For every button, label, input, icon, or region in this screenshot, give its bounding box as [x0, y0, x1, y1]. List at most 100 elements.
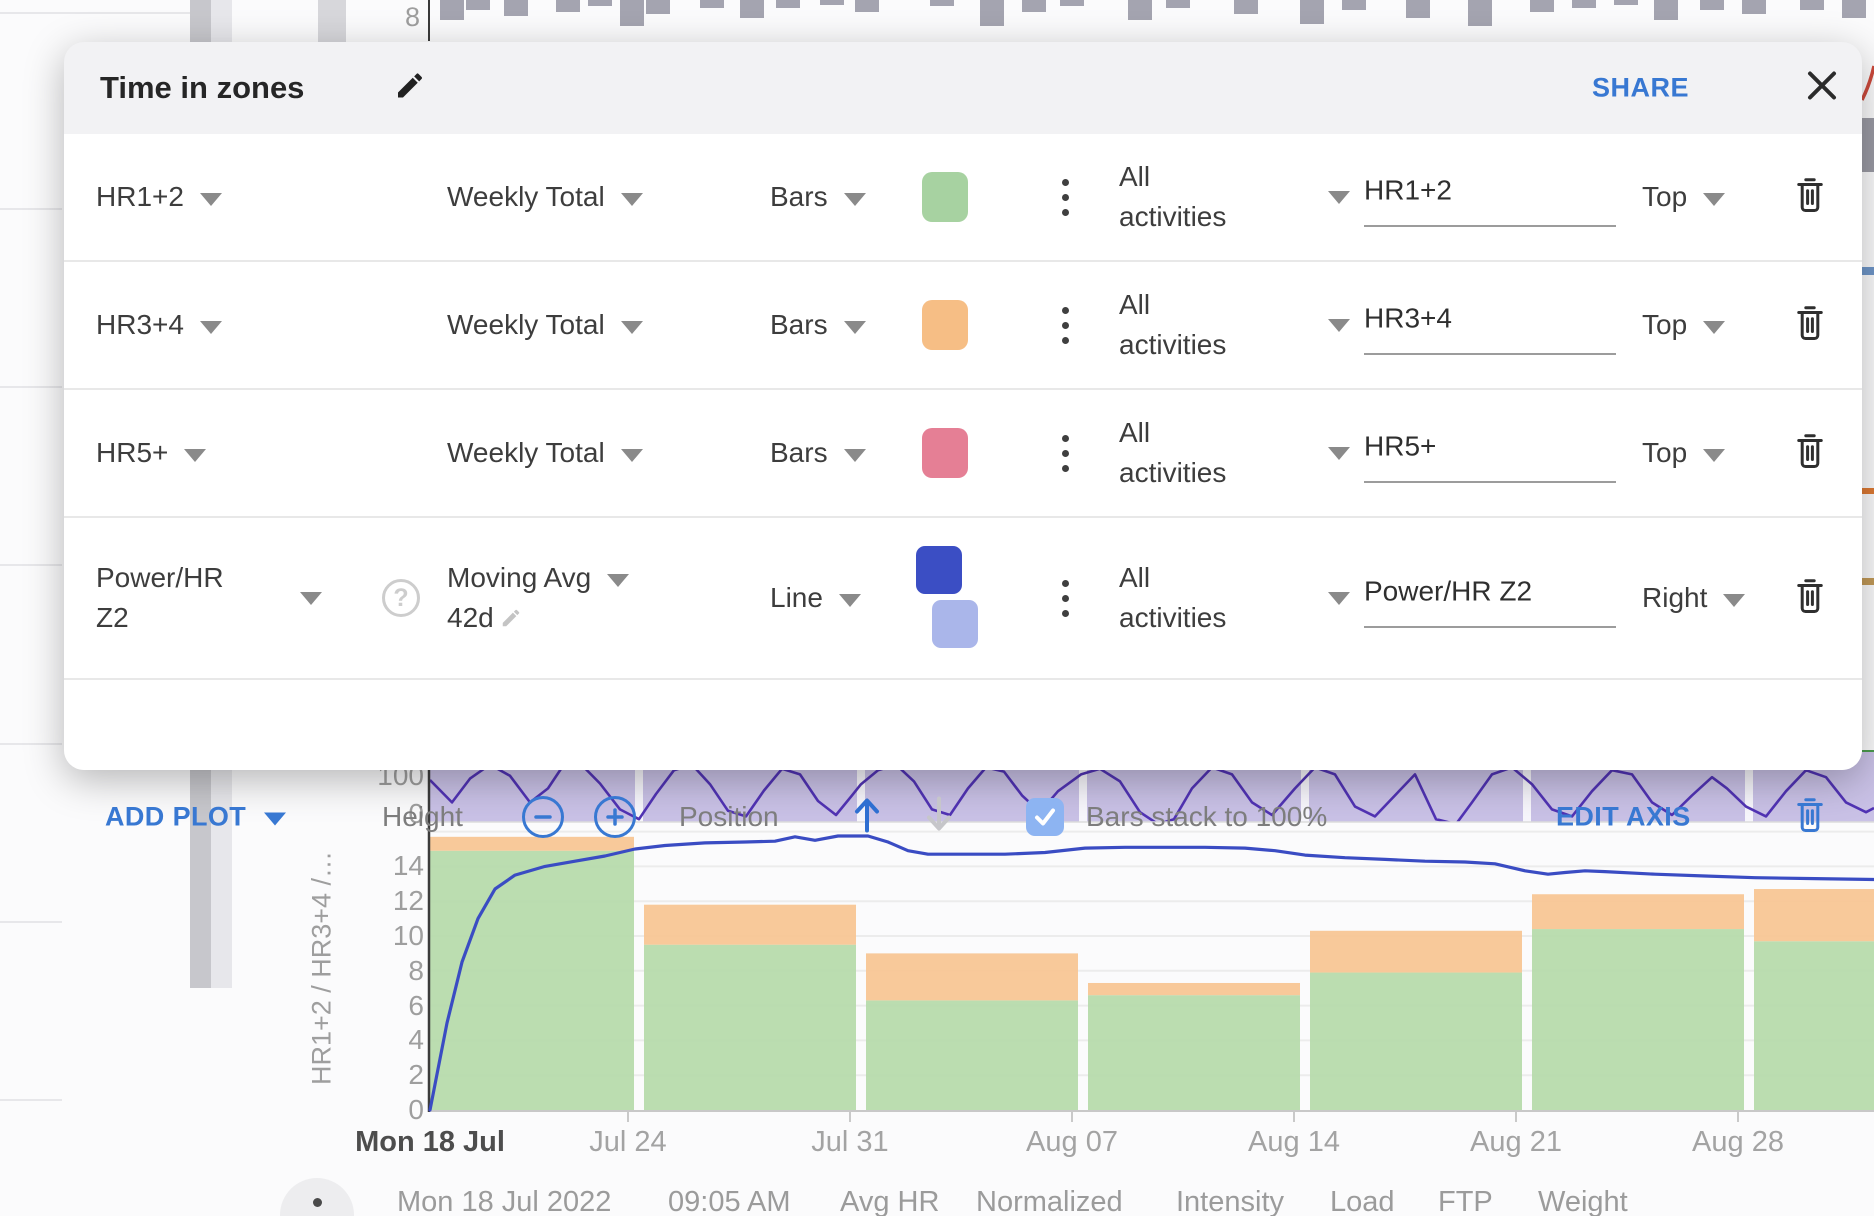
color-swatch[interactable] — [922, 428, 968, 478]
bg-mini-chart-axis — [428, 0, 430, 41]
plot-name-input[interactable]: Power/HR Z2 — [1364, 575, 1533, 607]
metric-dropdown[interactable]: HR5+ — [96, 390, 207, 516]
bg-mini-bar — [466, 0, 490, 10]
activities-filter-dropdown[interactable]: All activities — [1119, 417, 1227, 488]
plot-row: HR5+ Weekly Total Bars All activities HR… — [64, 390, 1862, 518]
activities-filter-dropdown[interactable]: All activities — [1119, 562, 1227, 633]
y-tick-label: 8 — [408, 954, 424, 986]
bar-hr34[interactable] — [1310, 930, 1522, 973]
bg-mini-bar — [1842, 0, 1866, 18]
x-tick-label: Aug 21 — [1470, 1126, 1562, 1158]
bar-hr34[interactable] — [1088, 982, 1300, 996]
bar-hr12[interactable] — [1754, 941, 1874, 1110]
height-increase-button[interactable] — [594, 796, 636, 838]
chevron-down-icon — [264, 812, 287, 826]
bar-hr12[interactable] — [430, 850, 634, 1110]
y-tick-label: 10 — [392, 920, 424, 951]
bg-mini-bar — [1128, 0, 1152, 20]
aggregate-dropdown[interactable]: Weekly Total — [447, 134, 643, 260]
more-options-icon[interactable] — [1062, 390, 1069, 516]
metric-dropdown[interactable]: HR1+2 — [96, 134, 222, 260]
axis-dropdown[interactable]: Right — [1642, 518, 1746, 678]
dialog-footer: ADD PLOT Height Position — [64, 772, 1862, 862]
delete-plot-icon[interactable] — [1792, 431, 1828, 476]
bar-hr12[interactable] — [1088, 995, 1300, 1110]
x-tick-label: Jul 31 — [811, 1126, 889, 1158]
metric-dropdown[interactable]: Power/HR Z2 — [96, 562, 224, 633]
bg-mini-bar — [700, 0, 724, 8]
plot-style-dropdown[interactable]: Line — [770, 518, 861, 678]
chevron-down-icon — [1723, 593, 1746, 607]
edit-axis-button[interactable]: EDIT AXIS — [1556, 801, 1691, 832]
chevron-down-icon — [300, 592, 322, 605]
bg-mini-bar — [646, 0, 670, 14]
axis-dropdown[interactable]: Top — [1642, 262, 1726, 388]
edit-window-icon[interactable] — [500, 607, 522, 629]
delete-plot-icon[interactable] — [1792, 576, 1828, 621]
plot-style-dropdown[interactable]: Bars — [770, 390, 866, 516]
axis-dropdown[interactable]: Top — [1642, 134, 1726, 260]
plot-style-dropdown[interactable]: Bars — [770, 262, 866, 388]
plot-row: Power/HR Z2 Moving Avg 42d Line All activ… — [64, 518, 1862, 680]
dialog-header: Time in zones SHARE — [64, 42, 1862, 134]
info-dot — [313, 1198, 322, 1207]
bar-hr34[interactable] — [1754, 889, 1874, 942]
bg-mini-bar — [1742, 0, 1766, 14]
height-decrease-button[interactable] — [522, 796, 564, 838]
bar-hr34[interactable] — [430, 836, 634, 851]
activity-summary-item: Weight — [1538, 1186, 1628, 1216]
bar-hr12[interactable] — [644, 944, 856, 1110]
bar-hr12[interactable] — [1310, 972, 1522, 1110]
x-tick-label: Aug 07 — [1026, 1126, 1118, 1158]
moving-avg-window[interactable]: 42d — [447, 602, 494, 633]
more-options-icon[interactable] — [1062, 262, 1069, 388]
chevron-down-icon — [1703, 320, 1726, 334]
bar-hr12[interactable] — [866, 1000, 1078, 1110]
bg-mini-bar — [1468, 0, 1492, 26]
bg-mini-bar — [1614, 0, 1638, 5]
bar-hr34[interactable] — [1532, 894, 1744, 930]
more-options-icon[interactable] — [1062, 518, 1069, 678]
color-swatch-primary[interactable] — [916, 546, 962, 594]
activities-filter-dropdown[interactable]: All activities — [1119, 289, 1227, 360]
input-underline — [1364, 481, 1616, 483]
activities-filter-dropdown[interactable]: All activities — [1119, 161, 1227, 232]
bar-hr12[interactable] — [1532, 929, 1744, 1110]
share-button[interactable]: SHARE — [1592, 72, 1690, 103]
bars-stack-checkbox[interactable] — [1026, 798, 1064, 836]
aggregate-dropdown[interactable]: Moving Avg 42d — [447, 518, 630, 678]
bg-gridline — [0, 1099, 62, 1101]
aggregate-dropdown[interactable]: Weekly Total — [447, 390, 643, 516]
move-down-icon[interactable] — [922, 795, 956, 840]
axis-dropdown[interactable]: Top — [1642, 390, 1726, 516]
delete-axis-icon[interactable] — [1792, 795, 1828, 840]
edit-title-icon[interactable] — [394, 70, 426, 107]
color-swatch[interactable] — [922, 300, 968, 350]
bg-mini-bar — [1060, 0, 1084, 6]
bg-mini-bar — [588, 0, 612, 6]
color-swatch[interactable] — [922, 172, 968, 222]
plot-style-dropdown[interactable]: Bars — [770, 134, 866, 260]
bar-hr34[interactable] — [644, 904, 856, 945]
move-up-icon[interactable] — [850, 795, 884, 840]
y-tick-label: 12 — [392, 885, 424, 917]
color-swatch-secondary[interactable] — [932, 600, 978, 648]
delete-plot-icon[interactable] — [1792, 303, 1828, 348]
metric-dropdown[interactable]: HR3+4 — [96, 262, 222, 388]
close-icon[interactable] — [1802, 66, 1842, 111]
chevron-down-icon — [1328, 319, 1350, 332]
bar-hr34[interactable] — [866, 953, 1078, 1001]
plot-name-input[interactable]: HR3+4 — [1364, 302, 1452, 334]
delete-plot-icon[interactable] — [1792, 175, 1828, 220]
bg-mini-bar — [776, 0, 800, 8]
chevron-down-icon — [843, 448, 866, 462]
plot-name-input[interactable]: HR5+ — [1364, 430, 1437, 462]
aggregate-dropdown[interactable]: Weekly Total — [447, 262, 643, 388]
help-icon[interactable]: ? — [382, 579, 420, 617]
plot-name-input[interactable]: HR1+2 — [1364, 174, 1452, 206]
add-plot-button[interactable]: ADD PLOT — [105, 802, 287, 833]
more-options-icon[interactable] — [1062, 134, 1069, 260]
chevron-down-icon — [838, 593, 861, 607]
